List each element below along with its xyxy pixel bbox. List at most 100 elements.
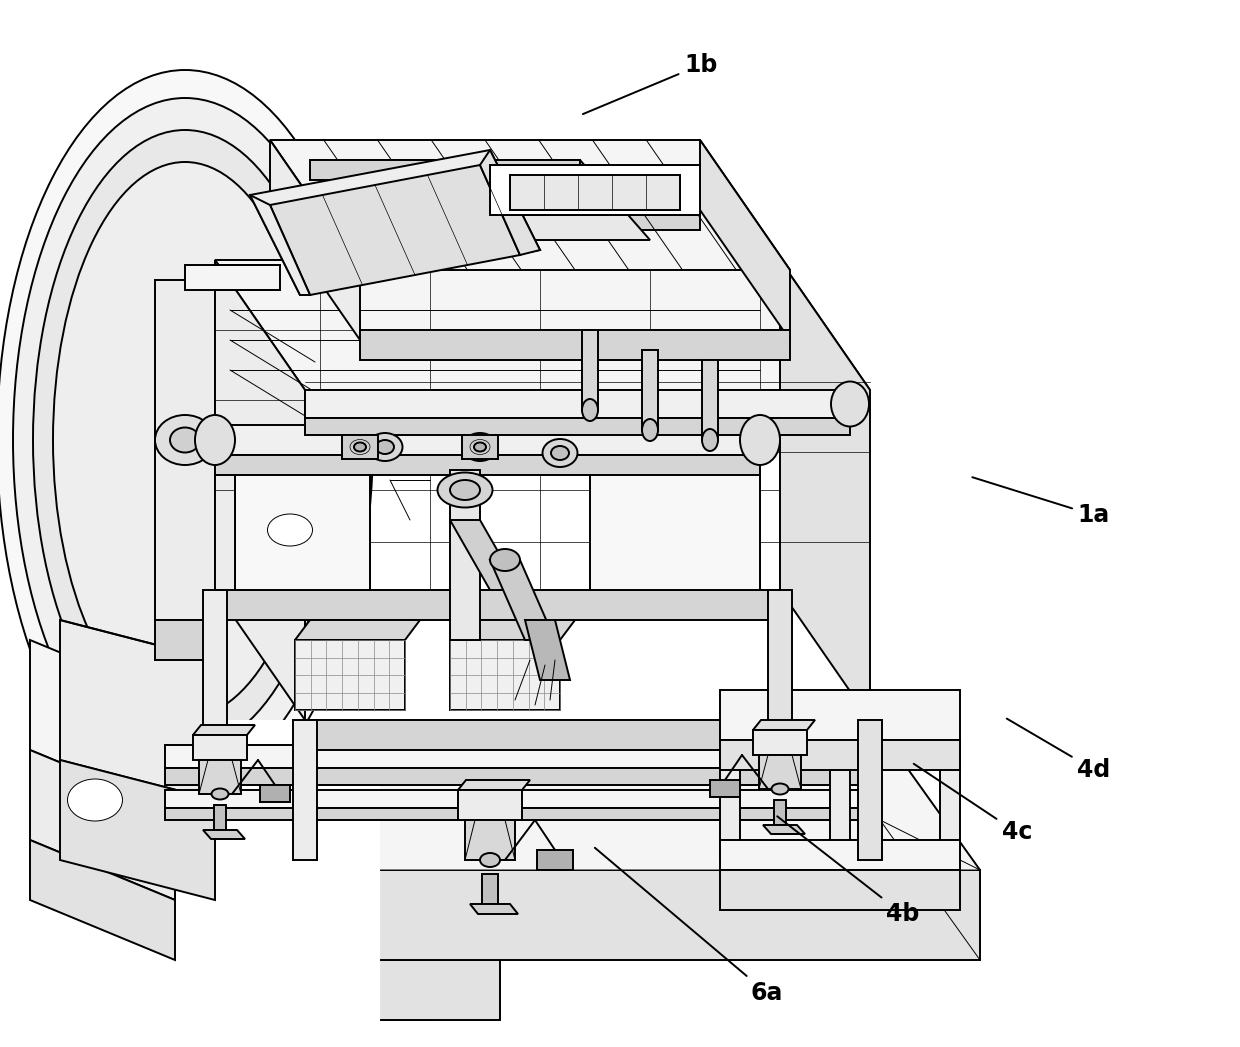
Ellipse shape bbox=[702, 429, 718, 451]
Text: 4d: 4d bbox=[1007, 718, 1110, 781]
Ellipse shape bbox=[367, 433, 403, 461]
Ellipse shape bbox=[33, 130, 337, 750]
Polygon shape bbox=[463, 435, 498, 459]
Polygon shape bbox=[165, 960, 500, 1020]
Ellipse shape bbox=[170, 427, 200, 452]
Polygon shape bbox=[165, 745, 870, 768]
Polygon shape bbox=[229, 1020, 360, 1040]
Polygon shape bbox=[60, 760, 215, 900]
Polygon shape bbox=[450, 470, 480, 640]
Polygon shape bbox=[720, 740, 740, 860]
Ellipse shape bbox=[480, 853, 500, 867]
Ellipse shape bbox=[551, 446, 569, 460]
Ellipse shape bbox=[53, 162, 317, 718]
Polygon shape bbox=[305, 720, 870, 750]
Ellipse shape bbox=[450, 480, 480, 500]
Polygon shape bbox=[203, 591, 227, 730]
Polygon shape bbox=[0, 720, 379, 1047]
Polygon shape bbox=[60, 820, 980, 870]
Text: 6a: 6a bbox=[595, 848, 782, 1004]
Polygon shape bbox=[193, 725, 255, 735]
Ellipse shape bbox=[438, 472, 492, 508]
Polygon shape bbox=[250, 195, 310, 295]
Polygon shape bbox=[768, 591, 792, 730]
Polygon shape bbox=[270, 200, 701, 230]
Ellipse shape bbox=[212, 788, 228, 800]
Polygon shape bbox=[30, 640, 175, 810]
Ellipse shape bbox=[740, 415, 780, 465]
Polygon shape bbox=[470, 904, 518, 914]
Polygon shape bbox=[465, 820, 515, 860]
Polygon shape bbox=[720, 840, 960, 870]
Ellipse shape bbox=[642, 419, 658, 441]
Polygon shape bbox=[701, 140, 790, 340]
Polygon shape bbox=[450, 620, 575, 640]
Polygon shape bbox=[95, 830, 500, 960]
Polygon shape bbox=[215, 805, 226, 830]
Polygon shape bbox=[702, 360, 718, 440]
Polygon shape bbox=[30, 750, 175, 900]
Polygon shape bbox=[155, 620, 215, 660]
Polygon shape bbox=[236, 470, 370, 591]
Polygon shape bbox=[60, 730, 430, 870]
Polygon shape bbox=[450, 520, 520, 591]
Polygon shape bbox=[270, 165, 520, 295]
Polygon shape bbox=[203, 830, 246, 839]
Polygon shape bbox=[342, 435, 378, 459]
Ellipse shape bbox=[12, 98, 357, 782]
Ellipse shape bbox=[490, 549, 520, 571]
Polygon shape bbox=[360, 330, 790, 360]
Polygon shape bbox=[525, 620, 570, 680]
Polygon shape bbox=[642, 350, 658, 430]
Polygon shape bbox=[490, 560, 556, 640]
Text: 1a: 1a bbox=[972, 477, 1110, 527]
Polygon shape bbox=[305, 389, 849, 418]
Polygon shape bbox=[458, 780, 529, 790]
Polygon shape bbox=[215, 260, 305, 720]
Ellipse shape bbox=[471, 440, 489, 454]
Polygon shape bbox=[95, 830, 500, 960]
Ellipse shape bbox=[376, 440, 394, 454]
Polygon shape bbox=[198, 760, 241, 794]
Polygon shape bbox=[95, 960, 430, 1020]
Polygon shape bbox=[510, 175, 680, 210]
Polygon shape bbox=[270, 140, 790, 270]
Polygon shape bbox=[720, 740, 960, 770]
Polygon shape bbox=[480, 150, 539, 255]
Polygon shape bbox=[193, 735, 247, 760]
Polygon shape bbox=[215, 455, 760, 475]
Text: 1b: 1b bbox=[583, 53, 717, 114]
Ellipse shape bbox=[831, 381, 869, 426]
Polygon shape bbox=[711, 780, 740, 797]
Polygon shape bbox=[293, 720, 317, 860]
Polygon shape bbox=[780, 260, 870, 720]
Polygon shape bbox=[185, 265, 280, 290]
Polygon shape bbox=[720, 870, 960, 910]
Polygon shape bbox=[60, 730, 980, 870]
Polygon shape bbox=[260, 785, 290, 802]
Polygon shape bbox=[270, 140, 360, 340]
Polygon shape bbox=[759, 755, 801, 789]
Polygon shape bbox=[250, 150, 539, 295]
Ellipse shape bbox=[195, 415, 236, 465]
Ellipse shape bbox=[463, 433, 497, 461]
Polygon shape bbox=[458, 790, 522, 820]
Polygon shape bbox=[229, 960, 360, 1020]
Polygon shape bbox=[753, 730, 807, 755]
Polygon shape bbox=[295, 640, 405, 710]
Polygon shape bbox=[450, 640, 560, 710]
Polygon shape bbox=[60, 620, 215, 660]
Polygon shape bbox=[482, 874, 498, 904]
Polygon shape bbox=[753, 720, 815, 730]
Polygon shape bbox=[60, 620, 215, 800]
Ellipse shape bbox=[353, 443, 366, 451]
Polygon shape bbox=[537, 850, 573, 870]
Polygon shape bbox=[858, 720, 882, 860]
Polygon shape bbox=[60, 730, 160, 960]
Ellipse shape bbox=[582, 399, 598, 421]
Polygon shape bbox=[582, 330, 598, 410]
Polygon shape bbox=[490, 165, 701, 215]
Ellipse shape bbox=[268, 514, 312, 545]
Ellipse shape bbox=[0, 70, 373, 810]
Polygon shape bbox=[165, 768, 870, 785]
